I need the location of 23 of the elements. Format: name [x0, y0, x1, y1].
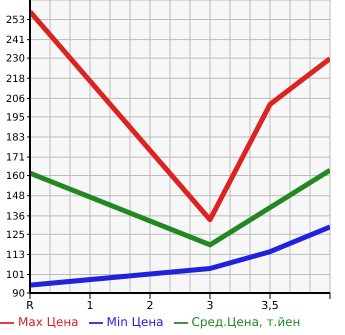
y-tick-label: 160 — [6, 171, 25, 182]
y-tick-label: 230 — [6, 54, 25, 65]
y-tick-label: 195 — [6, 112, 25, 124]
x-tick-label: 3,5 — [261, 298, 279, 312]
x-tick-label: 3 — [206, 298, 214, 312]
y-tick-label: 171 — [6, 152, 25, 164]
x-tick-label: 1 — [86, 298, 94, 312]
y-tick-label: 113 — [6, 250, 25, 261]
y-tick-label: 206 — [6, 94, 25, 105]
y-tick-label: 241 — [6, 35, 25, 46]
y-tick-label: 218 — [6, 74, 25, 85]
x-tick-label: 2 — [146, 298, 154, 312]
y-tick-label: 90 — [12, 288, 25, 300]
y-tick-label: 101 — [6, 270, 25, 282]
y-tick-label: 125 — [6, 230, 25, 241]
y-tick-label: 136 — [6, 211, 25, 222]
legend-label: Max Цена — [18, 315, 79, 329]
y-tick-label: 253 — [6, 15, 25, 26]
x-tick-label: R — [26, 298, 34, 312]
y-tick-label: 148 — [6, 191, 25, 202]
y-tick-label: 183 — [6, 132, 25, 144]
legend-label: Сред.Цена, т.йен — [192, 315, 300, 329]
legend-label: Min Цена — [106, 315, 164, 329]
